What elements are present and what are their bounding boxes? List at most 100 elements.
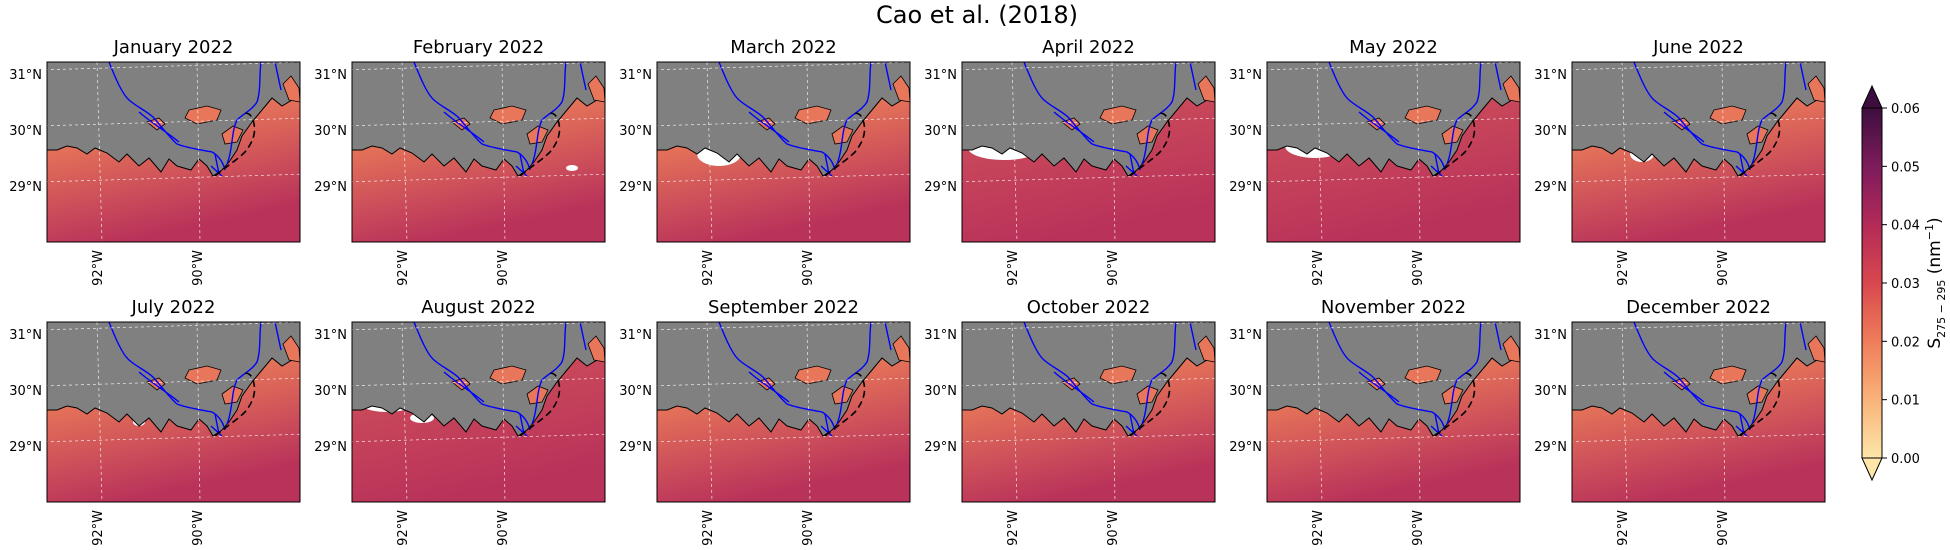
lon-tick-label: 90°W [1716, 510, 1731, 546]
river [1141, 322, 1177, 425]
map-area [352, 322, 605, 502]
colorbar-tick-label: 0.06 [1891, 102, 1920, 117]
colorbar-label: S275 − 295 (nm−1) [1923, 217, 1948, 348]
colorbar-tick-label: 0.00 [1891, 452, 1920, 467]
land [657, 322, 910, 437]
lat-tick-label: 31°N [9, 328, 42, 343]
lat-gridline [1267, 62, 1520, 71]
river [443, 371, 485, 403]
panel-title: November 2022 [1321, 297, 1466, 318]
river [515, 153, 528, 177]
lakes [1671, 335, 1825, 405]
lon-gridline [1416, 322, 1421, 502]
lon-gridline [401, 322, 408, 502]
lat-tick-label: 29°N [9, 440, 42, 455]
panel-10: October 2022 31°N 30°N 29°N 92°W 90°W [924, 297, 1216, 546]
lakes [1061, 335, 1215, 405]
colorbar-extend-max [1861, 84, 1883, 109]
map-frame [1266, 321, 1521, 503]
lakes [1366, 75, 1520, 145]
lat-gridline [657, 433, 910, 443]
panel-title: March 2022 [730, 37, 836, 58]
lon-gridline [1011, 322, 1018, 502]
river [748, 111, 790, 143]
lon-gridline [706, 322, 713, 502]
lat-tick-label: 31°N [314, 68, 347, 83]
lat-gridline [47, 322, 300, 331]
dashed-contour [214, 112, 256, 177]
lon-tick-label: 90°W [1411, 510, 1426, 546]
land [962, 62, 1215, 177]
lon-tick-label: 92°W [396, 510, 411, 546]
lat-gridline [1572, 173, 1825, 183]
dashed-contour [1434, 112, 1476, 177]
land [1572, 322, 1825, 437]
lat-gridline [47, 173, 300, 183]
map-area [352, 62, 605, 242]
lon-gridline [1621, 62, 1628, 242]
panel-8: August 2022 31°N 30°N 29°N 92°W 90°W [314, 297, 606, 546]
lat-tick-label: 30°N [924, 124, 957, 139]
dashed-contour [1434, 372, 1476, 437]
lat-tick-label: 29°N [1534, 440, 1567, 455]
lat-tick-label: 30°N [314, 384, 347, 399]
lakes [451, 75, 605, 145]
lon-tick-label: 92°W [1006, 250, 1021, 286]
river [1358, 371, 1400, 403]
lakes [1366, 335, 1520, 405]
lat-tick-label: 31°N [1229, 328, 1262, 343]
river [884, 62, 892, 91]
dashed-contour [1739, 112, 1781, 177]
lat-gridline [657, 117, 910, 127]
lat-gridline [657, 377, 910, 387]
lat-tick-label: 30°N [9, 124, 42, 139]
map-frame [46, 61, 301, 243]
lon-tick-label: 92°W [701, 250, 716, 286]
map-area [657, 322, 910, 502]
river [1141, 62, 1177, 165]
map-area [47, 322, 300, 502]
lakes [756, 75, 910, 145]
lat-gridline [1572, 62, 1825, 71]
lat-gridline [352, 173, 605, 183]
river [1751, 322, 1787, 425]
lat-gridline [962, 62, 1215, 71]
panel-5: May 2022 31°N 30°N 29°N 92°W 90°W [1229, 37, 1521, 286]
river [748, 371, 790, 403]
lat-tick-label: 30°N [924, 384, 957, 399]
lon-gridline [1011, 62, 1018, 242]
river [138, 111, 180, 143]
map-area [962, 322, 1215, 502]
lon-tick-label: 90°W [801, 250, 816, 286]
lon-gridline [96, 62, 103, 242]
panel-9: September 2022 31°N 30°N 29°N 92°W 90°W [619, 297, 911, 546]
lat-gridline [962, 433, 1215, 443]
river [443, 111, 485, 143]
river [1125, 413, 1138, 437]
lon-tick-label: 92°W [1311, 510, 1326, 546]
river [1446, 62, 1482, 165]
lat-gridline [962, 322, 1215, 331]
lon-gridline [1111, 322, 1116, 502]
land [657, 62, 910, 177]
lat-tick-label: 30°N [1534, 384, 1567, 399]
river [274, 322, 282, 351]
panel-title: December 2022 [1626, 297, 1771, 318]
lat-gridline [657, 62, 910, 71]
lat-tick-label: 30°N [619, 384, 652, 399]
river [274, 62, 282, 91]
map-frame [351, 61, 606, 243]
lat-tick-label: 31°N [924, 68, 957, 83]
lat-tick-label: 29°N [619, 440, 652, 455]
map-frame [1571, 321, 1826, 503]
lat-gridline [352, 62, 605, 71]
map-frame [656, 321, 911, 503]
lon-tick-label: 90°W [191, 510, 206, 546]
river [1494, 62, 1502, 91]
lon-tick-label: 92°W [91, 510, 106, 546]
map-area [962, 62, 1215, 242]
land [1267, 322, 1520, 437]
lat-tick-label: 30°N [1229, 124, 1262, 139]
lat-tick-label: 29°N [619, 180, 652, 195]
dashed-contour [824, 372, 866, 437]
